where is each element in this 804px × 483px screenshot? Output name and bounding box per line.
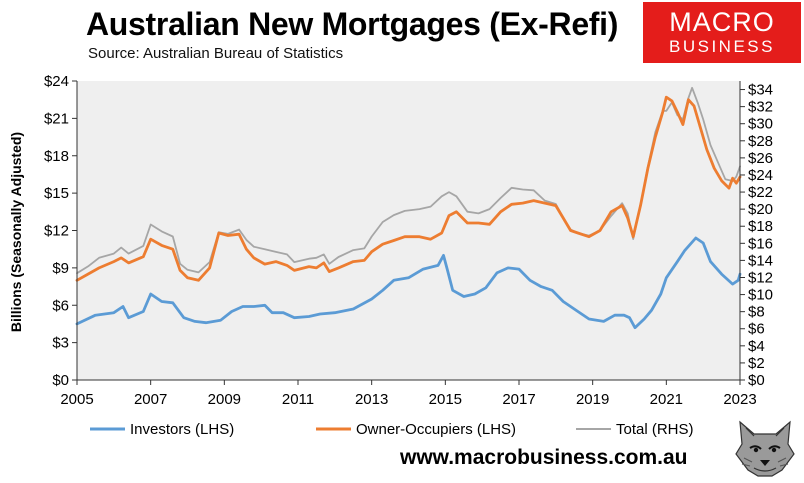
left-tick-label: $6 [52, 297, 69, 314]
right-tick-label: $4 [748, 338, 765, 355]
left-tick-label: $24 [44, 73, 69, 90]
right-tick-label: $0 [748, 372, 765, 389]
left-tick-label: $9 [52, 260, 69, 277]
right-tick-label: $34 [748, 82, 773, 99]
chart-title: Australian New Mortgages (Ex-Refi) [86, 6, 619, 42]
macrobusiness-logo[interactable]: MACRO BUSINESS [643, 2, 801, 63]
right-tick-label: $8 [748, 304, 765, 321]
right-tick-label: $14 [748, 252, 773, 269]
left-tick-label: $18 [44, 148, 69, 165]
x-tick-label: 2011 [282, 391, 314, 408]
right-tick-label: $30 [748, 116, 773, 133]
x-tick-label: 2015 [429, 391, 462, 408]
x-tick-label: 2019 [576, 391, 609, 408]
right-tick-label: $28 [748, 133, 773, 150]
left-tick-label: $12 [44, 223, 69, 240]
x-tick-label: 2021 [650, 391, 683, 408]
left-tick-label: $21 [44, 110, 69, 127]
series-line-total-rhs [76, 86, 741, 275]
logo-line-1: MACRO [669, 7, 775, 37]
x-tick-label: 2005 [60, 391, 93, 408]
right-tick-label: $12 [748, 269, 773, 286]
x-tick-label: 2007 [134, 391, 167, 408]
left-tick-label: $0 [52, 372, 69, 389]
right-tick-label: $6 [748, 321, 765, 338]
series-line-owner-occupiers-lhs [75, 95, 742, 282]
right-tick-label: $18 [748, 218, 773, 235]
legend-label: Investors (LHS) [130, 421, 234, 438]
plot-area [77, 81, 740, 380]
x-tick-label: 2009 [208, 391, 241, 408]
x-tick-label: 2023 [723, 391, 756, 408]
legend-label: Total (RHS) [616, 421, 694, 438]
right-tick-label: $32 [748, 99, 773, 116]
right-tick-label: $10 [748, 287, 773, 304]
wolf-mascot-icon [732, 418, 798, 480]
y-axis-label: Billions (Seasonally Adjusted) [8, 132, 24, 332]
right-tick-label: $24 [748, 167, 773, 184]
right-tick-label: $20 [748, 201, 773, 218]
chart-subtitle: Source: Australian Bureau of Statistics [88, 45, 344, 62]
right-tick-label: $2 [748, 355, 765, 372]
legend-label: Owner-Occupiers (LHS) [356, 421, 516, 438]
x-tick-label: 2013 [355, 391, 388, 408]
logo-line-2: BUSINESS [669, 37, 775, 56]
website-url[interactable]: www.macrobusiness.com.au [400, 446, 688, 469]
right-tick-label: $16 [748, 235, 773, 252]
left-tick-label: $3 [52, 335, 69, 352]
right-tick-label: $26 [748, 150, 773, 167]
x-tick-label: 2017 [502, 391, 535, 408]
right-tick-label: $22 [748, 184, 773, 201]
left-tick-label: $15 [44, 185, 69, 202]
series-line-investors-lhs [75, 236, 742, 330]
